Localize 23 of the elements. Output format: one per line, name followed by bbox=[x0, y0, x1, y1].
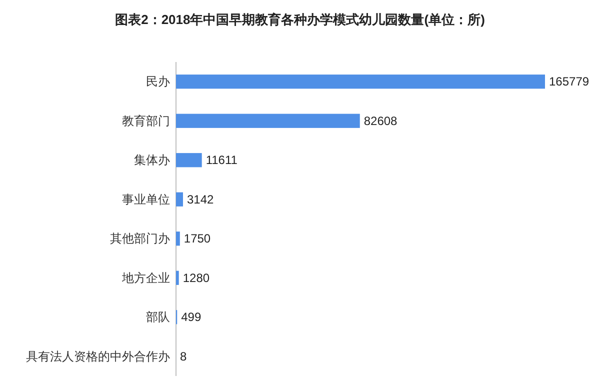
y-tick-label: 部队 bbox=[146, 310, 170, 324]
y-tick-label: 具有法人资格的中外合作办 bbox=[26, 349, 170, 364]
bar bbox=[176, 114, 360, 128]
data-label: 82608 bbox=[364, 114, 398, 128]
data-label: 1280 bbox=[182, 270, 210, 285]
data-label: 1750 bbox=[184, 232, 211, 246]
data-label: 8 bbox=[180, 349, 188, 364]
data-label: 3142 bbox=[186, 192, 214, 206]
y-tick-label: 民办 bbox=[146, 74, 170, 89]
data-label: 11611 bbox=[206, 153, 238, 168]
y-tick-label: 教育部门 bbox=[122, 114, 170, 128]
bar bbox=[176, 232, 180, 246]
y-tick-label: 集体办 bbox=[134, 153, 170, 168]
y-tick-label: 地方企业 bbox=[121, 270, 170, 285]
bar bbox=[176, 270, 179, 285]
y-tick-label: 其他部门办 bbox=[110, 232, 170, 246]
data-label: 499 bbox=[181, 310, 202, 324]
bar bbox=[176, 153, 202, 168]
bar bbox=[176, 192, 183, 206]
y-tick-label: 事业单位 bbox=[122, 192, 170, 206]
data-label: 165779 bbox=[549, 74, 590, 89]
bar bbox=[176, 74, 545, 89]
chart-title: 图表2：2018年中国早期教育各种办学模式幼儿园数量(单位：所) bbox=[115, 12, 485, 27]
